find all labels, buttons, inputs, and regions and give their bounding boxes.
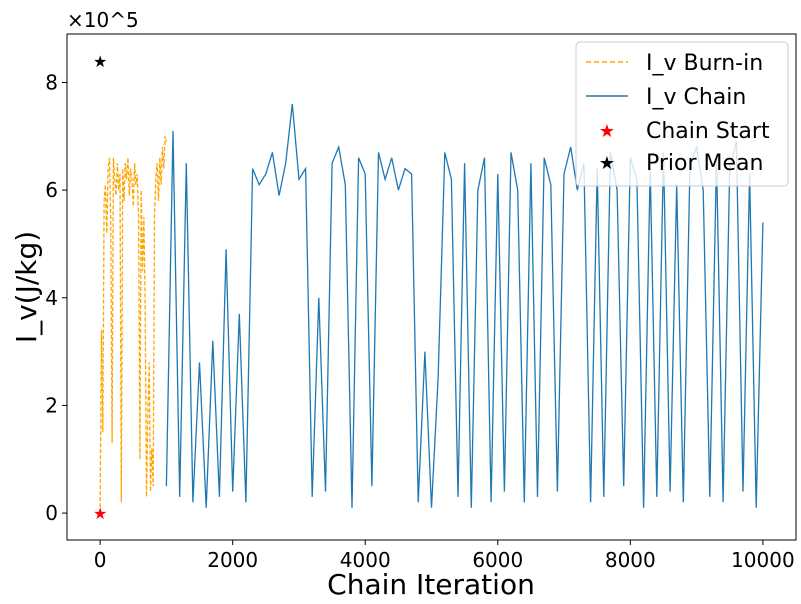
legend-marker-chain-start: ★: [599, 121, 615, 142]
legend-frame: [575, 41, 789, 187]
legend-label-chain-start: Chain Start: [646, 119, 770, 144]
y-tick-label: 0: [45, 501, 58, 525]
y-tick-label: 4: [45, 286, 58, 310]
x-tick-label: 2000: [207, 548, 258, 572]
x-axis-label: Chain Iteration: [327, 568, 535, 601]
burn-in-line: [99, 136, 168, 514]
legend-label-prior-mean: Prior Mean: [646, 151, 763, 176]
x-tick-label: 8000: [605, 548, 656, 572]
legend-label-chain: I_v Chain: [646, 85, 746, 110]
prior-mean-point: ★: [93, 52, 107, 71]
y-tick-label: 8: [45, 70, 58, 94]
legend-marker-prior-mean: ★: [599, 153, 615, 174]
y-offset-label: ×10^5: [67, 8, 139, 32]
y-axis: 0 2 4 6 8: [45, 70, 67, 525]
x-tick-label: 6000: [472, 548, 523, 572]
x-tick-label: 4000: [340, 548, 391, 572]
chain-start-point: ★: [93, 504, 107, 523]
x-tick-label: 10000: [731, 548, 795, 572]
x-axis: 0 2000 4000 6000 8000 10000: [94, 540, 795, 572]
y-tick-label: 2: [45, 393, 58, 417]
y-tick-label: 6: [45, 178, 58, 202]
plot-frame: [66, 33, 797, 541]
legend: I_v Burn-in I_v Chain ★ Chain Start ★ Pr…: [575, 41, 789, 187]
y-axis-label: I_v(J/kg): [10, 231, 43, 343]
x-tick-label: 0: [94, 548, 107, 572]
legend-label-burn-in: I_v Burn-in: [646, 51, 763, 76]
